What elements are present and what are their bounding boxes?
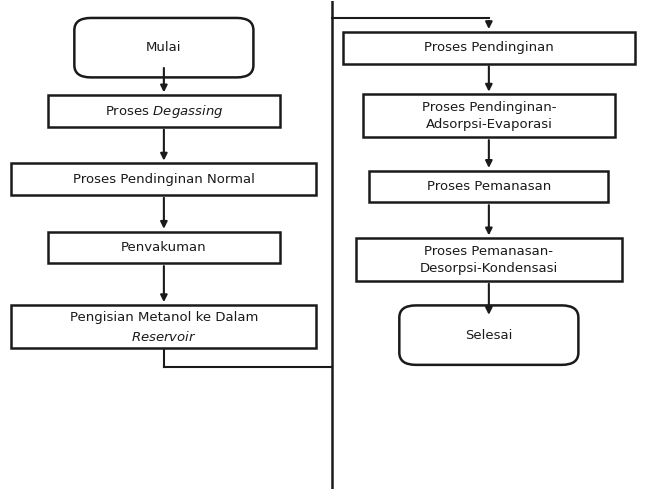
Text: Proses Pendinginan Normal: Proses Pendinginan Normal — [73, 173, 255, 186]
Text: $\it{Reservoir}$: $\it{Reservoir}$ — [131, 330, 196, 344]
Bar — [343, 32, 635, 64]
Bar — [356, 238, 621, 281]
Bar — [48, 95, 280, 127]
Bar — [363, 95, 615, 137]
Bar — [11, 305, 316, 348]
Text: Selesai: Selesai — [465, 329, 513, 342]
Text: Proses Pemanasan-
Desorpsi-Kondensasi: Proses Pemanasan- Desorpsi-Kondensasi — [420, 245, 558, 274]
Text: Penvakuman: Penvakuman — [121, 241, 206, 254]
Text: Proses Pemanasan: Proses Pemanasan — [427, 180, 551, 193]
Text: Pengisian Metanol ke Dalam: Pengisian Metanol ke Dalam — [70, 311, 258, 324]
Bar — [11, 163, 316, 195]
Bar — [48, 232, 280, 263]
Text: Mulai: Mulai — [146, 41, 182, 54]
Bar — [370, 171, 608, 202]
Text: Proses Pendinginan: Proses Pendinginan — [424, 41, 553, 54]
FancyBboxPatch shape — [400, 305, 578, 365]
Text: Proses Pendinginan-
Adsorpsi-Evaporasi: Proses Pendinginan- Adsorpsi-Evaporasi — [422, 101, 556, 131]
Text: Proses $\it{Degassing}$: Proses $\it{Degassing}$ — [105, 102, 223, 120]
FancyBboxPatch shape — [75, 18, 254, 77]
